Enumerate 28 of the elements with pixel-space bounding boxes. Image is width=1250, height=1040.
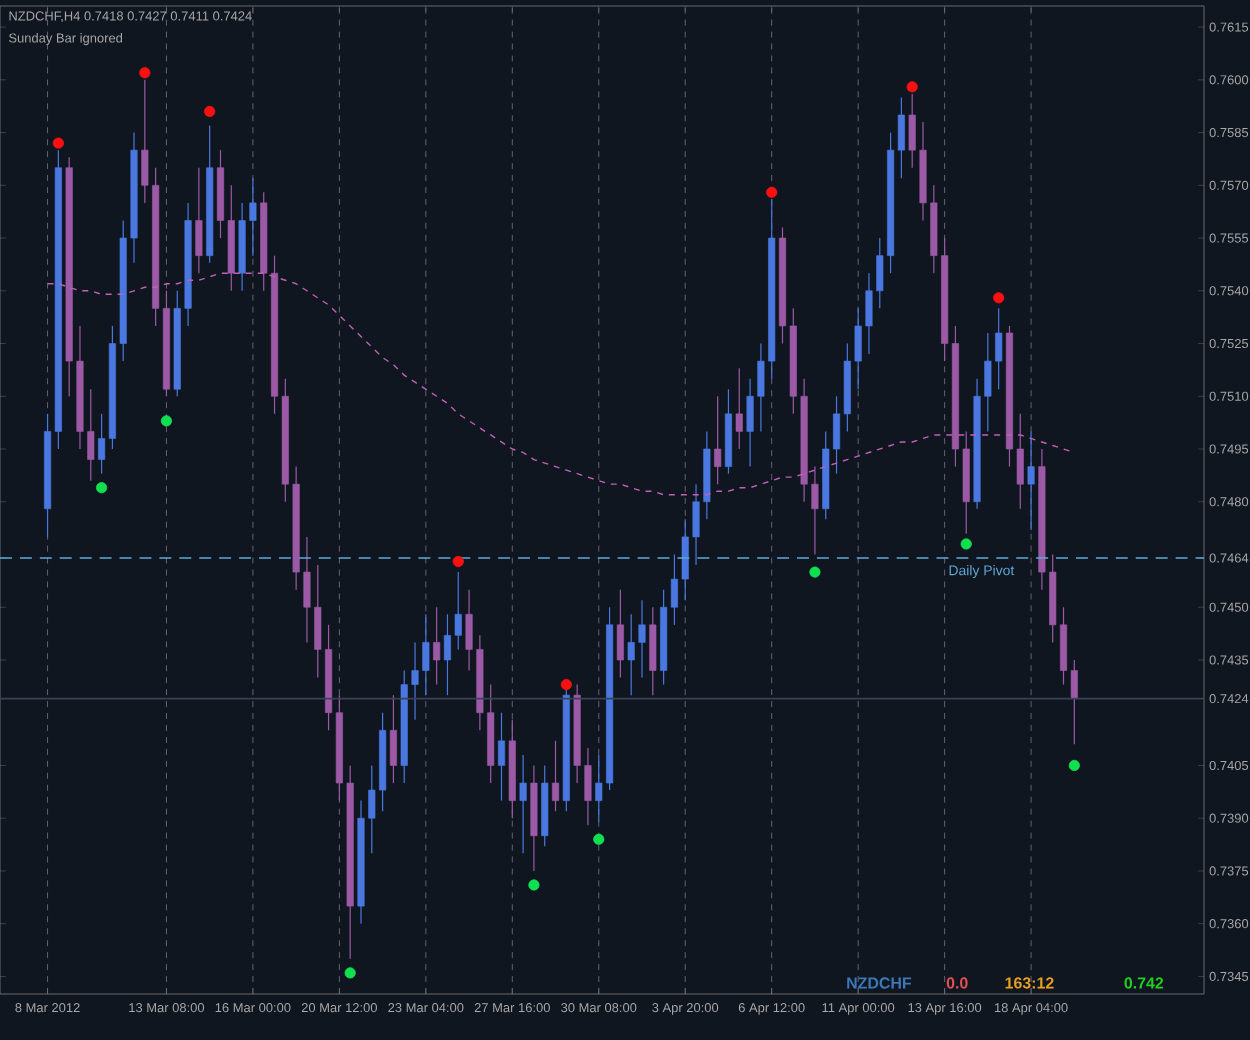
- candlestick: [551, 740, 560, 812]
- candlestick: [649, 606, 657, 696]
- candlestick: [98, 413, 106, 475]
- point: [993, 292, 1005, 304]
- candlestick: [714, 395, 722, 485]
- candlestick: [433, 606, 441, 686]
- point: [344, 967, 356, 979]
- point: [528, 879, 540, 891]
- point: [906, 81, 918, 93]
- point: [593, 833, 605, 845]
- point: [560, 679, 572, 691]
- point: [1068, 759, 1080, 772]
- point: [139, 67, 151, 79]
- point: [809, 566, 821, 578]
- candlestick: [195, 167, 203, 274]
- candlestick: [616, 589, 624, 679]
- point: [204, 105, 216, 118]
- candlestick: [389, 694, 397, 784]
- point: [96, 482, 108, 494]
- candlestick: [1027, 430, 1035, 531]
- point: [52, 137, 64, 149]
- candlestick: [519, 754, 527, 854]
- point: [160, 415, 173, 427]
- candlestick: [497, 712, 506, 802]
- candlestick: [735, 367, 743, 450]
- point: [766, 186, 778, 198]
- point: [452, 555, 464, 568]
- point: [960, 538, 972, 550]
